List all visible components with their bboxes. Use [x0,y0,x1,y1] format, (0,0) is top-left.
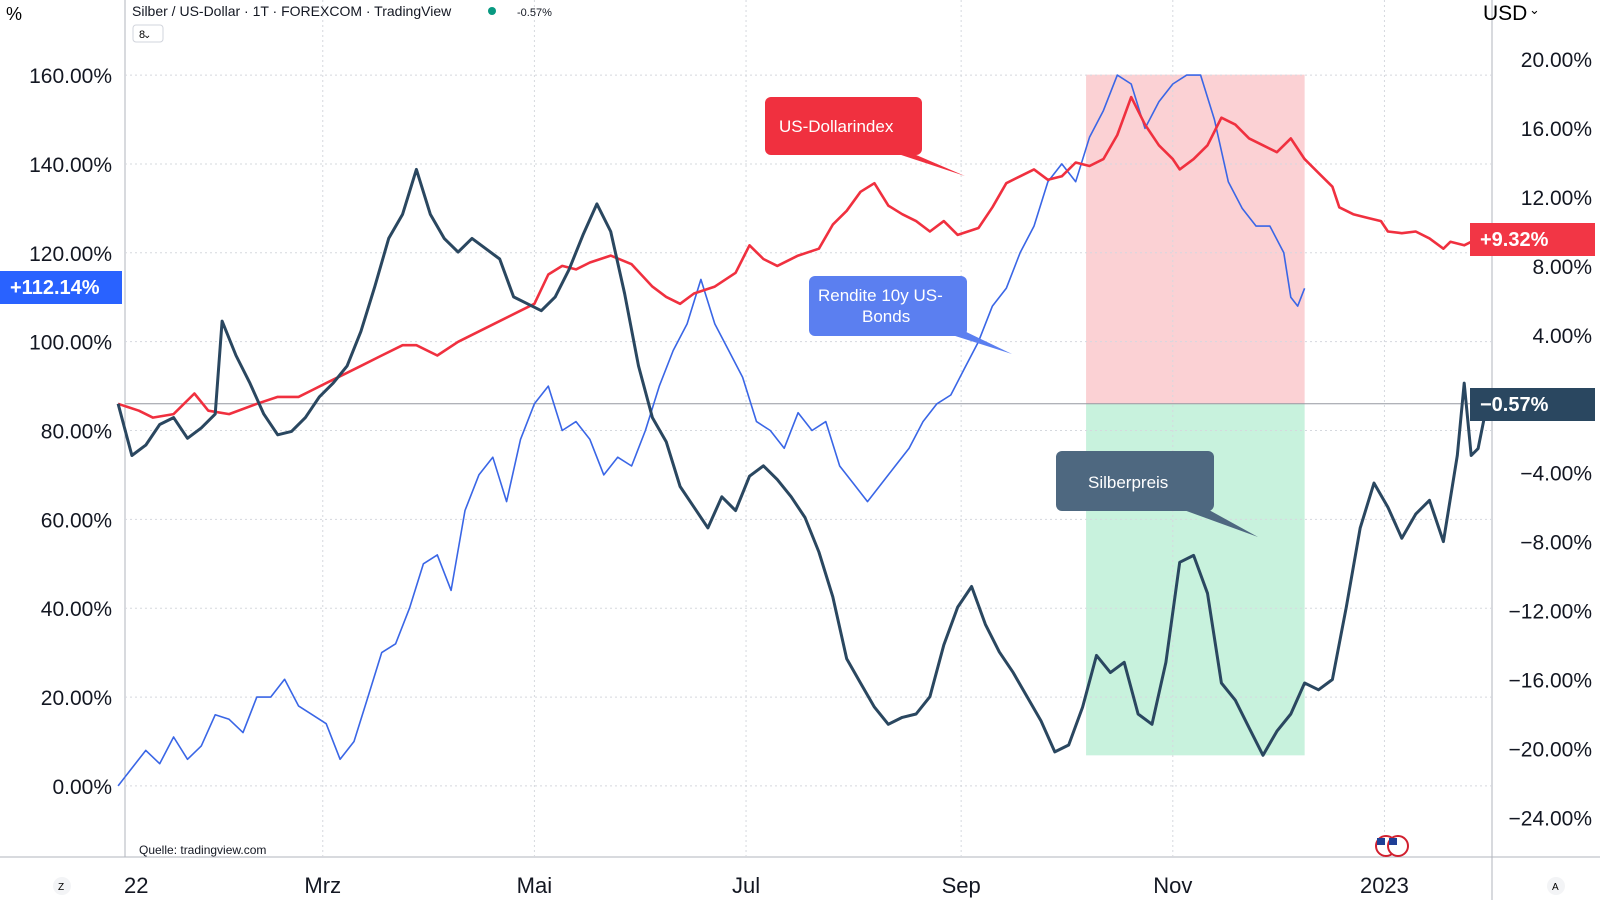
callout-silberpreis: Silberpreis [1056,451,1258,537]
y-right-tick-label: −24.00% [1509,807,1593,830]
y-right-tick-label: 8.00% [1532,256,1592,279]
x-tick-label: Sep [942,873,981,898]
x-tick-label: 22 [124,873,148,898]
svg-text:Rendite 10y US-: Rendite 10y US- [818,286,943,305]
svg-text:Bonds: Bonds [862,307,910,326]
corner-left-label: Z [58,882,64,893]
left-value-badge: +112.14% [0,271,122,304]
y-left-tick-label: 100.00% [29,332,112,355]
svg-text:US-Dollarindex: US-Dollarindex [779,117,894,136]
y-left-tick-label: 80.00% [41,421,112,444]
us-flags-icon [1375,835,1409,857]
y-left-tick-label: 60.00% [41,509,112,532]
callout-rendite: Rendite 10y US- Bonds [809,276,1012,354]
chevron-down-icon: ⌄ [143,30,151,41]
x-axis: 22 Mrz Mai Jul Sep Nov 2023 [124,873,1409,898]
svg-text:Silberpreis: Silberpreis [1088,473,1168,492]
y-left-tick-label: 120.00% [29,243,112,266]
header-change: -0.57% [517,7,552,19]
y-right-axis: 20.00% 16.00% 12.00% 8.00% 4.00% −4.00% −8.00%… [1509,49,1593,830]
y-right-tick-label: 20.00% [1521,49,1592,72]
status-dot-icon [488,7,496,15]
x-tick-label: Jul [732,873,760,898]
y-left-tick-label: 140.00% [29,154,112,177]
y-left-tick-label: 20.00% [41,687,112,710]
x-tick-label: Mrz [304,873,341,898]
y-right-tick-label: 12.00% [1521,187,1592,210]
x-tick-label: Mai [517,873,552,898]
series-line-rendite [117,74,1306,787]
y-left-tick-label: 40.00% [41,598,112,621]
right-unit-label[interactable]: USD [1483,2,1527,25]
chart-title: Silber / US-Dollar · 1T · FOREXCOM · Tra… [132,3,452,19]
y-right-tick-label: −4.00% [1520,463,1592,486]
right-unit-caret: ⌄ [1529,2,1540,17]
right-value-badge-dollar: +9.32% [1470,223,1595,256]
corner-right-label: A [1552,882,1559,893]
indicator-toggle-button[interactable] [132,24,164,43]
svg-text:−0.57%: −0.57% [1480,394,1549,416]
scale-corner-left[interactable] [53,877,71,895]
red-zone [1086,74,1305,404]
y-right-tick-label: −16.00% [1509,670,1593,693]
y-left-tick-label: 160.00% [29,65,112,88]
y-right-tick-label: −8.00% [1520,532,1592,555]
y-left-axis: 0.00% 20.00% 40.00% 60.00% 80.00% 100.00% 120.… [29,65,112,799]
y-left-tick-label: 0.00% [52,776,112,799]
y-right-tick-label: −20.00% [1509,738,1593,761]
callout-dollarindex: US-Dollarindex [765,97,965,176]
series-line-silberpreis [116,167,1487,757]
svg-text:+9.32%: +9.32% [1480,229,1549,251]
y-right-tick-label: 16.00% [1521,118,1592,141]
source-label: Quelle: tradingview.com [139,843,266,857]
x-tick-label: Nov [1153,873,1192,898]
x-tick-label: 2023 [1360,873,1409,898]
y-right-tick-label: 4.00% [1532,325,1592,348]
indicator-count: 8 [139,29,145,41]
left-unit-label: % [6,4,22,24]
svg-text:+112.14%: +112.14% [10,277,100,299]
right-value-badge-silver: −0.57% [1470,388,1595,421]
scale-corner-right[interactable] [1547,877,1565,895]
y-right-tick-label: −12.00% [1509,601,1593,624]
series-line-dollarindex [117,95,1472,419]
